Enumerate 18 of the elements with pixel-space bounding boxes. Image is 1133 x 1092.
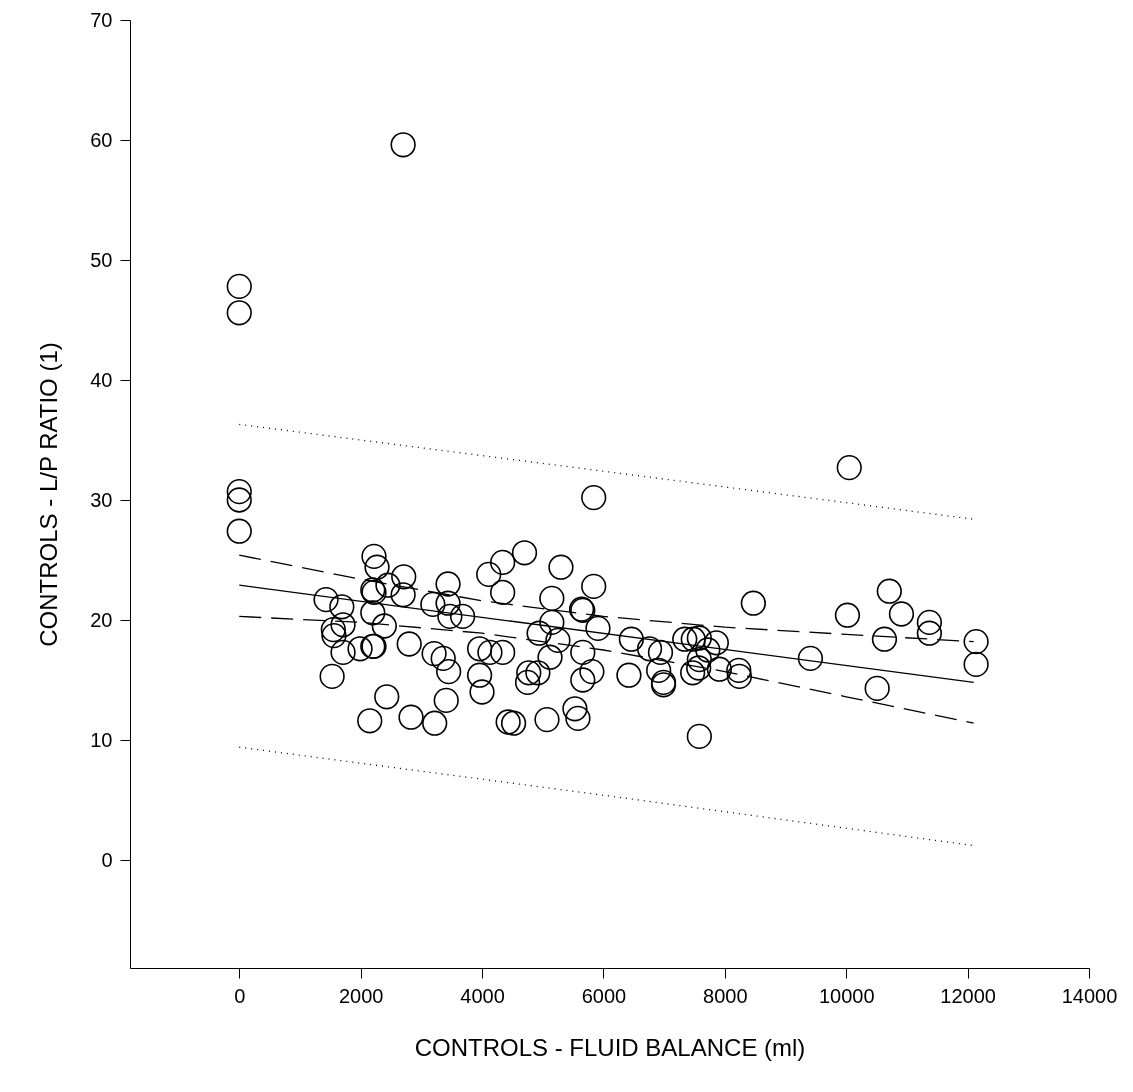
x-tick-label: 6000 [581,984,627,1007]
x-tick-label: 0 [234,984,246,1007]
y-tick-label: 10 [90,728,113,751]
y-tick-label: 70 [90,8,113,31]
y-tick-label: 20 [90,608,113,631]
y-tick-label: 40 [90,368,113,391]
y-tick-label: 0 [101,848,113,871]
x-tick-label: 10000 [818,984,875,1007]
x-tick-label: 8000 [703,984,748,1007]
x-tick-label: 12000 [940,984,996,1007]
y-tick-label: 60 [90,128,113,151]
y-tick-label: 30 [90,488,113,511]
x-tick-label: 4000 [460,984,505,1007]
x-axis-title: CONTROLS - FLUID BALANCE (ml) [414,1033,806,1061]
x-tick-label: 2000 [338,984,384,1007]
y-axis-title: CONTROLS - L/P RATIO (1) [35,342,63,647]
x-tick-label: 14000 [1061,984,1118,1007]
y-tick-label: 50 [90,248,113,271]
